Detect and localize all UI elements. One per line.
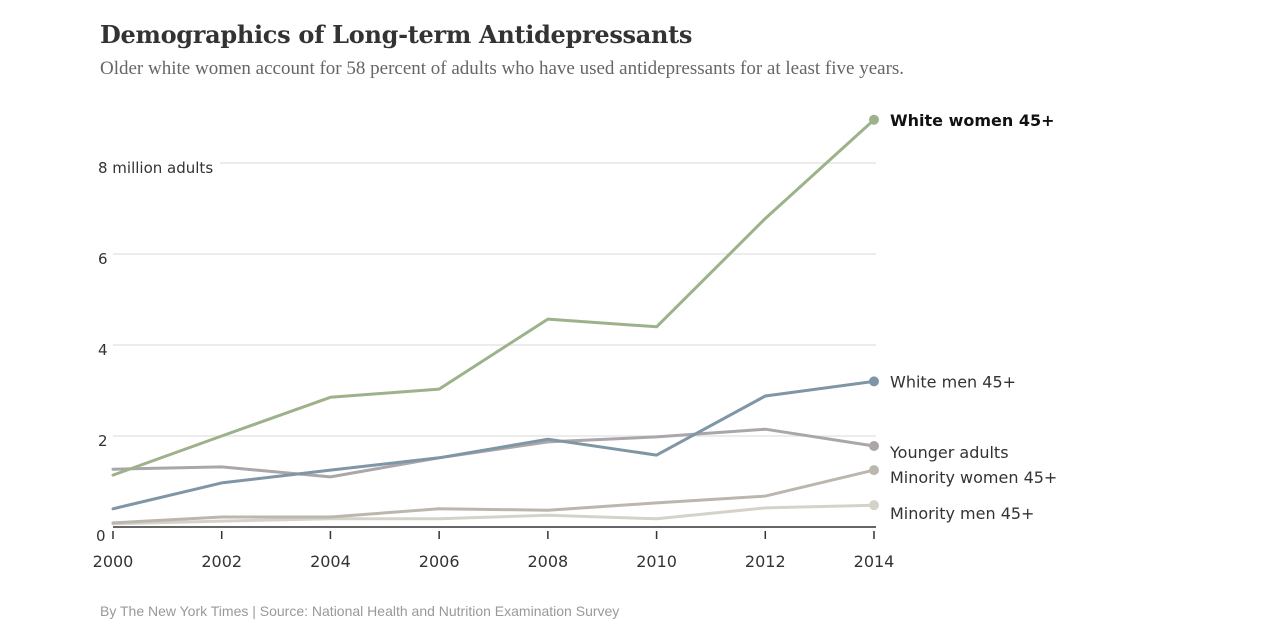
gridlines <box>113 162 876 437</box>
chart-title: Demographics of Long-term Antidepressant… <box>100 20 693 49</box>
x-tick-label-2008: 2008 <box>527 552 568 571</box>
x-axis: 2000 2002 2004 2006 2008 2010 2012 2014 <box>93 526 895 571</box>
series-line-white-men-45 <box>111 379 876 511</box>
series-label-minority-men-45: Minority men 45+ <box>890 504 1034 523</box>
series-line-minority-women-45 <box>111 468 876 525</box>
x-tick-label-2014: 2014 <box>854 552 895 571</box>
x-tick-label-2012: 2012 <box>745 552 786 571</box>
y-tick-label-4: 4 <box>98 341 108 359</box>
source-credit: By The New York Times | Source: National… <box>100 603 620 619</box>
y-tick-label-2: 2 <box>98 432 108 450</box>
series-labels: White women 45+ White men 45+ Younger adul… <box>889 111 1057 523</box>
x-tick-label-2002: 2002 <box>201 552 242 571</box>
series-line-minority-men-45 <box>111 503 876 526</box>
series-line-white-women-45 <box>111 118 876 477</box>
y-tick-label-0: 0 <box>96 527 106 545</box>
series-lines <box>111 114 879 526</box>
x-tick-label-2010: 2010 <box>636 552 677 571</box>
x-tick-label-2000: 2000 <box>93 552 134 571</box>
y-tick-label-8: 8 million adults <box>98 159 213 177</box>
y-tick-label-6: 6 <box>98 250 108 268</box>
series-label-minority-women-45: Minority women 45+ <box>890 468 1057 487</box>
series-end-dot-white-women-45 <box>869 114 879 125</box>
x-tick-label-2004: 2004 <box>310 552 351 571</box>
x-tick-label-2006: 2006 <box>419 552 460 571</box>
chart-subtitle: Older white women account for 58 percent… <box>100 58 905 79</box>
series-label-white-men-45: White men 45+ <box>890 372 1016 391</box>
series-end-dot-younger-adults <box>869 441 879 452</box>
series-label-white-women-45: White women 45+ <box>890 111 1055 130</box>
series-end-dot-minority-women-45 <box>869 465 879 476</box>
series-end-dot-white-men-45 <box>869 376 879 387</box>
series-end-dot-minority-men-45 <box>869 500 879 511</box>
y-axis-labels: 0 2 4 6 8 million adults <box>96 159 213 545</box>
series-label-younger-adults: Younger adults <box>889 443 1009 462</box>
